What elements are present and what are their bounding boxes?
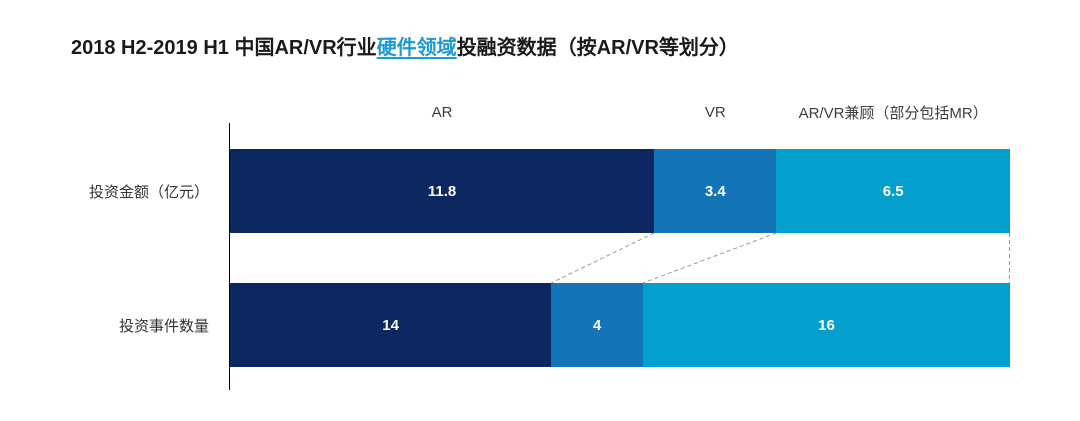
column-header-3: AR/VR兼顾（部分包括MR） bbox=[798, 104, 988, 122]
connector-line-1 bbox=[550, 232, 655, 284]
bar-segment-VR: 4 bbox=[551, 283, 643, 367]
y-axis-line bbox=[229, 123, 230, 390]
column-header-2: VR bbox=[704, 103, 726, 121]
row-label: 投资金额（亿元） bbox=[88, 183, 209, 201]
bar-segment-AR-VR-MR-: 16 bbox=[642, 283, 1010, 367]
bar-row-1: 投资金额（亿元） 11.8 3.4 6.5 bbox=[0, 149, 1010, 233]
column-headers: AR VR AR/VR兼顾（部分包括MR） bbox=[230, 98, 1010, 126]
connector-line-2 bbox=[642, 232, 777, 284]
row-label: 投资事件数量 bbox=[118, 317, 209, 335]
connector-lines bbox=[550, 232, 1010, 284]
title-prefix: 2018 H2-2019 H1 中国AR/VR行业 bbox=[71, 37, 377, 59]
bar-segment-AR-VR-MR-: 6.5 bbox=[776, 149, 1010, 233]
bar-segment-AR: 11.8 bbox=[230, 149, 655, 233]
column-header-1: AR bbox=[431, 103, 453, 121]
stacked-bar: 14 4 16 bbox=[230, 283, 1010, 367]
chart-title: 2018 H2-2019 H1 中国AR/VR行业硬件领域投融资数据（按AR/V… bbox=[71, 31, 739, 60]
bar-segment-VR: 3.4 bbox=[654, 149, 777, 233]
bar-segment-AR: 14 bbox=[230, 283, 552, 367]
bar-row-2: 投资事件数量 14 4 16 bbox=[0, 283, 1010, 367]
title-highlight: 硬件领域 bbox=[376, 37, 457, 59]
stacked-bar: 11.8 3.4 6.5 bbox=[230, 149, 1010, 233]
title-suffix: 投融资数据（按AR/VR等划分） bbox=[456, 37, 739, 59]
